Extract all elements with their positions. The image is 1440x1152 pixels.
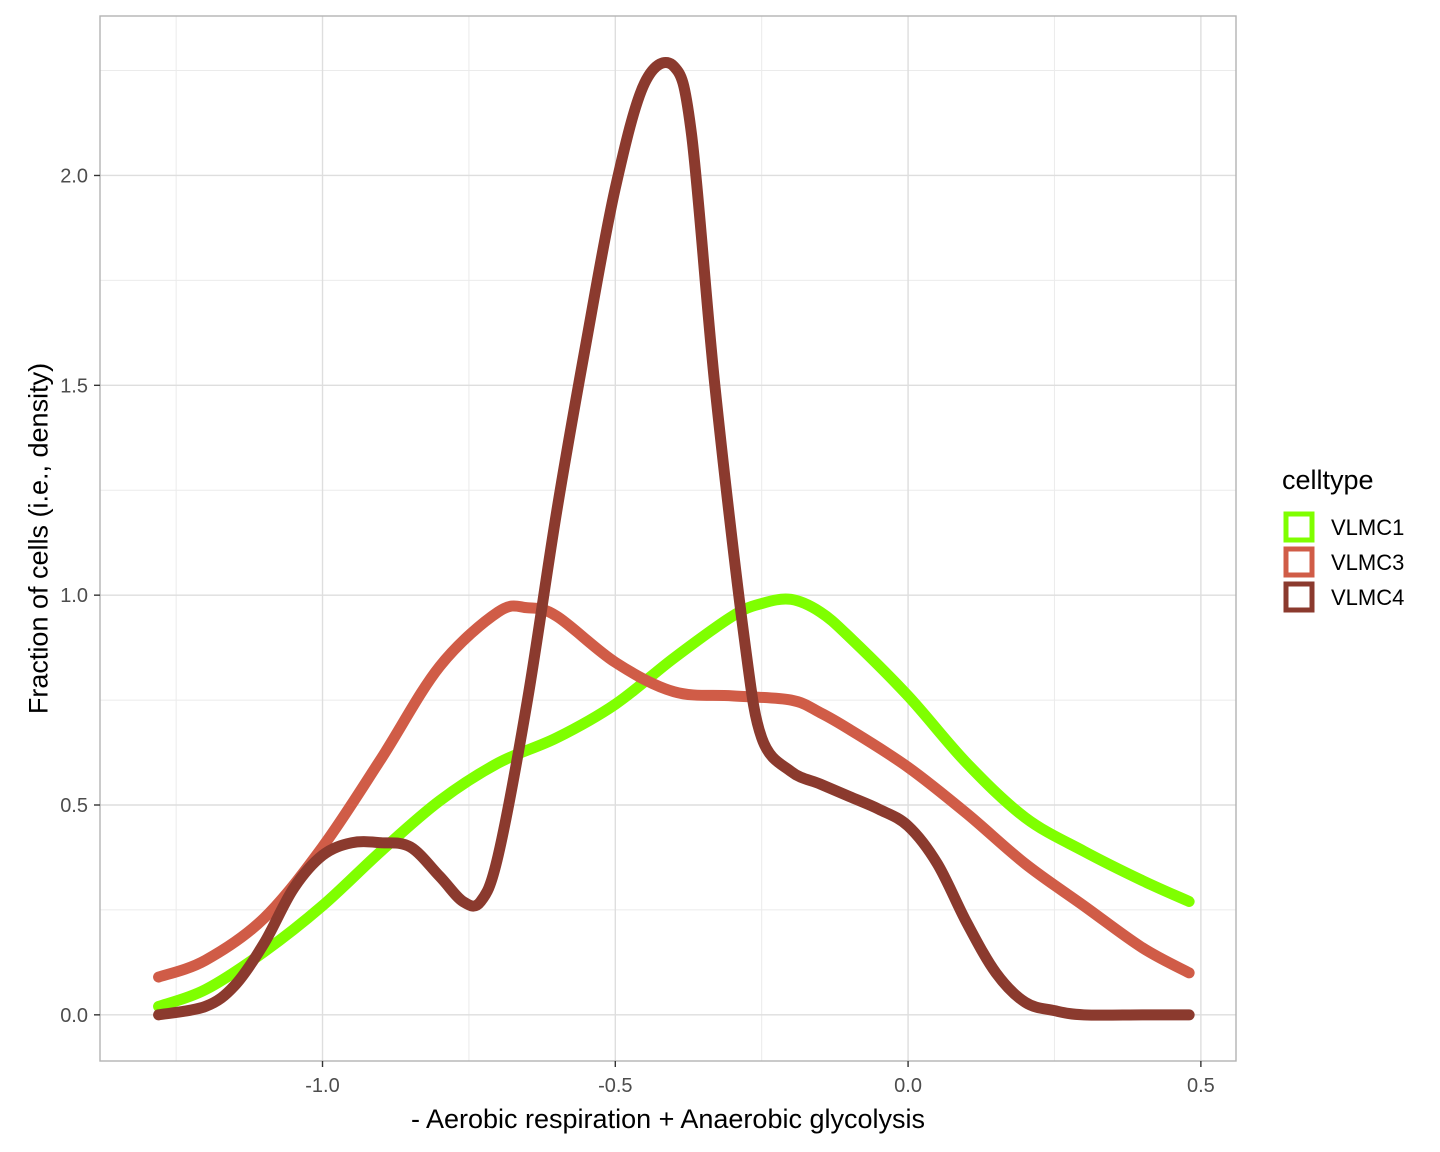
x-axis-ticks: -1.0 -0.5 0.0 0.5 [305, 1061, 1215, 1097]
x-tick-label: 0.0 [894, 1075, 922, 1097]
x-axis-title: - Aerobic respiration + Anaerobic glycol… [411, 1104, 925, 1134]
y-tick-label: 2.0 [60, 165, 88, 187]
x-tick-label: -0.5 [598, 1075, 632, 1097]
legend-label-vlmc4: VLMC4 [1331, 585, 1404, 610]
legend-key-vlmc4 [1283, 581, 1315, 613]
y-axis-title: Fraction of cells (i.e., density) [23, 363, 53, 714]
y-tick-label: 1.0 [60, 585, 88, 607]
legend: celltype VLMC1 VLMC3 VLMC4 [1282, 465, 1404, 613]
legend-key-vlmc3 [1283, 546, 1315, 578]
legend-label-vlmc1: VLMC1 [1331, 515, 1404, 540]
legend-key-vlmc1 [1283, 511, 1315, 543]
series-layer [153, 57, 1195, 1021]
legend-item-vlmc1: VLMC1 [1283, 511, 1404, 543]
x-tick-label: -1.0 [305, 1075, 339, 1097]
legend-label-vlmc3: VLMC3 [1331, 550, 1404, 575]
legend-item-vlmc3: VLMC3 [1283, 546, 1404, 578]
legend-title: celltype [1282, 465, 1374, 495]
series-line-vlmc3 [153, 600, 1195, 983]
panel-border [99, 15, 1237, 1062]
series-line-vlmc4 [153, 57, 1195, 1021]
grid-minor [100, 16, 1236, 1061]
y-tick-label: 0.0 [60, 1005, 88, 1027]
series-line-vlmc1 [153, 593, 1195, 1012]
y-tick-label: 1.5 [60, 375, 88, 397]
legend-items: VLMC1 VLMC3 VLMC4 [1283, 511, 1404, 613]
legend-item-vlmc4: VLMC4 [1283, 581, 1404, 613]
y-tick-label: 0.5 [60, 795, 88, 817]
x-tick-label: 0.5 [1187, 1075, 1215, 1097]
y-axis-ticks: 0.0 0.5 1.0 1.5 2.0 [60, 165, 100, 1027]
